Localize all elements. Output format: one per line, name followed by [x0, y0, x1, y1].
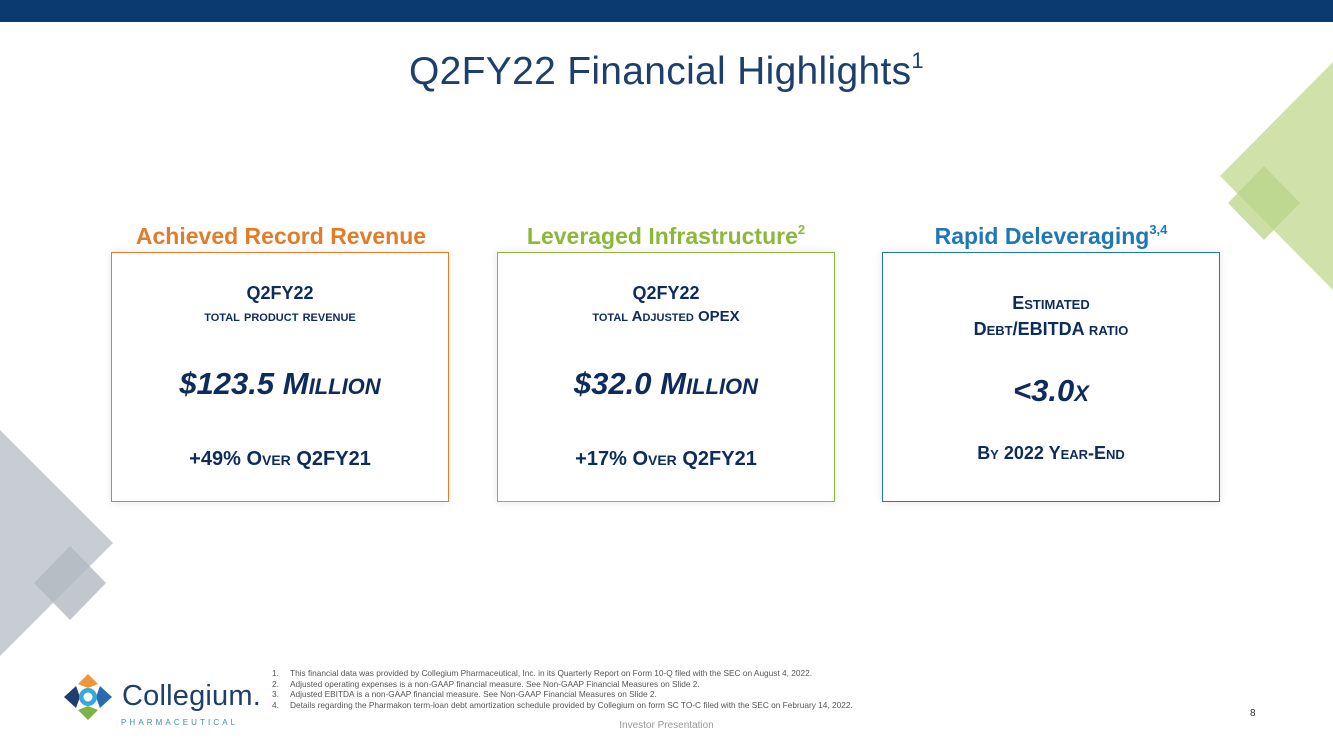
- logo-name: Collegium.: [122, 680, 261, 712]
- card-deleveraging: Estimated Debt/EBITDA ratio <3.0x By 202…: [882, 252, 1220, 502]
- company-logo: Collegium. PHARMACEUTICAL: [60, 672, 261, 732]
- footnote-number: 3.: [272, 689, 279, 700]
- footnote-text: Adjusted EBITDA is a non-GAAP financial …: [290, 689, 657, 700]
- card-line1: Estimated: [1012, 293, 1090, 313]
- page-title-footnote: 1: [911, 48, 924, 73]
- card-heading-text: Achieved Record Revenue: [135, 223, 427, 249]
- card-heading-revenue: Achieved Record Revenue: [111, 222, 451, 250]
- card-line1: Q2FY22: [632, 283, 700, 303]
- card-big-value: $32.0 Million: [498, 366, 834, 402]
- card-line2: total Adjusted OPEX: [592, 308, 740, 325]
- card-big-value-unit: x: [1074, 373, 1089, 408]
- footnote-text: Details regarding the Pharmakon term-loa…: [290, 699, 853, 710]
- card-line1: Q2FY22: [246, 283, 314, 303]
- footer-label: Investor Presentation: [619, 720, 714, 731]
- card-heading-footnote: 2: [797, 222, 806, 237]
- footnote-item: 2. Adjusted operating expenses is a non-G…: [272, 679, 853, 690]
- card-line2: Debt/EBITDA ratio: [973, 319, 1129, 339]
- logo-tagline: PHARMACEUTICAL: [121, 718, 239, 727]
- top-bar: [0, 0, 1333, 22]
- card-comparison-label: By 2022 Year-End: [977, 443, 1125, 463]
- card-heading-text: Leveraged Infrastructure: [526, 223, 798, 249]
- card-heading-deleveraging: Rapid Deleveraging3,4: [881, 222, 1221, 250]
- card-big-value: $123.5 Million: [112, 366, 448, 402]
- gray-diamond-small: [34, 546, 106, 620]
- green-diamond-small: [1228, 166, 1300, 240]
- footnote-item: 4. Details regarding the Pharmakon term-l…: [272, 700, 853, 711]
- page-title: Q2FY22 Financial Highlights1: [0, 48, 1333, 94]
- footnote-text: Adjusted operating expenses is a non-GAA…: [290, 678, 700, 689]
- collegium-logo-icon: [64, 674, 112, 720]
- card-big-value-unit: Million: [660, 366, 759, 401]
- page-title-text: Q2FY22 Financial Highlights: [409, 50, 912, 93]
- footnote-item: 3. Adjusted EBITDA is a non-GAAP financia…: [272, 689, 853, 700]
- card-comparison-label: Over Q2FY21: [246, 448, 371, 470]
- card-infrastructure: Q2FY22 total Adjusted OPEX $32.0 Million…: [497, 252, 835, 502]
- card-big-value-number: $123.5: [179, 366, 283, 401]
- footnote-number: 1.: [272, 668, 279, 678]
- card-comparison-value: +49%: [189, 448, 247, 470]
- card-heading-footnote: 3,4: [1149, 222, 1168, 237]
- footnote-number: 4.: [272, 699, 279, 710]
- footnote-item: 1. This financial data was provided by Co…: [272, 668, 853, 679]
- card-comparison: +17% Over Q2FY21: [498, 448, 834, 471]
- card-comparison: +49% Over Q2FY21: [112, 448, 448, 471]
- green-diamond-large: [1220, 62, 1333, 290]
- card-comparison-label: Over Q2FY21: [632, 448, 757, 470]
- footnotes: 1. This financial data was provided by Co…: [272, 668, 853, 710]
- card-comparison-value: +17%: [575, 448, 633, 470]
- footnote-text: This financial data was provided by Coll…: [290, 668, 813, 678]
- page-number: 8: [1250, 708, 1256, 719]
- card-big-value-number: $32.0: [573, 366, 661, 401]
- gray-diamond-large: [0, 430, 113, 656]
- card-comparison: By 2022 Year-End: [883, 443, 1219, 464]
- card-big-value-unit: Million: [282, 366, 381, 401]
- card-big-value-number: <3.0: [1013, 373, 1075, 408]
- footnote-number: 2.: [272, 678, 279, 689]
- card-big-value: <3.0x: [883, 373, 1219, 409]
- card-heading-infrastructure: Leveraged Infrastructure2: [496, 222, 836, 250]
- card-line2: total product revenue: [204, 308, 356, 325]
- card-heading-text: Rapid Deleveraging: [934, 223, 1150, 249]
- card-revenue: Q2FY22 total product revenue $123.5 Mill…: [111, 252, 449, 502]
